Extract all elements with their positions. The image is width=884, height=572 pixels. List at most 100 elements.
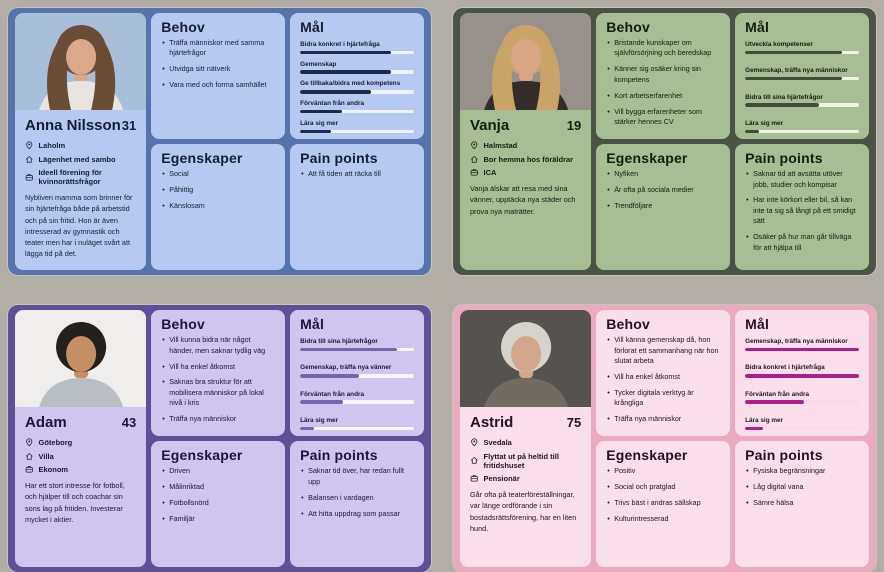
bullet-item: Vill ha enkel åtkomst: [606, 372, 720, 383]
goal-row: Gemenskap, träffa nya vänner: [300, 364, 414, 378]
goal-bar-track: [300, 129, 414, 134]
persona-bio: Har ett stort intresse för fotboll, och …: [25, 481, 125, 525]
goal-row: Bidra konkret i hjärtefråga: [745, 364, 859, 378]
section-title-traits: Egenskaper: [161, 447, 243, 464]
profile-panel: Astrid 75 Svedala Flyttat ut på heltid t…: [460, 310, 592, 568]
section-title-pain: Pain points: [300, 447, 378, 464]
persona-board[interactable]: Anna Nilsson 31 Laholm Lägenhet med samb…: [8, 8, 431, 276]
profile-panel: Vanja 19 Halmstad Bor hemma hos föräldra…: [460, 13, 592, 271]
bullet-item: Träffa människor med samma hjärtefrågor: [161, 38, 275, 59]
goal-bar-fill: [300, 129, 331, 134]
persona-age: 31: [121, 118, 137, 133]
goal-bar-track: [745, 76, 859, 81]
bullet-item: Vill känna gemenskap då, hon förlorat et…: [606, 335, 720, 366]
fact-home: Lägenhet med sambo: [25, 155, 136, 164]
pain-panel: Pain points Att få tiden att räcka till: [290, 144, 424, 271]
goal-label: Gemenskap: [300, 60, 337, 68]
section-title-traits: Egenskaper: [606, 447, 688, 464]
persona-bio: Går ofta på teaterföreställningar, var l…: [470, 490, 577, 534]
goal-bar-track: [745, 50, 859, 55]
bullet-item: Påhittig: [161, 185, 275, 196]
goal-row: Förväntan från andra: [745, 391, 859, 404]
needs-panel: Behov Vill känna gemenskap då, hon förlo…: [596, 310, 731, 437]
persona-name: Anna Nilsson: [25, 117, 121, 134]
bullet-item: Osäker på hur man går tillväga för att h…: [745, 232, 859, 253]
bullet-item: Kort arbetserfarenhet: [606, 91, 720, 102]
bullet-item: Känner sig osäker kring sin kompetens: [606, 64, 720, 85]
home-icon: [25, 155, 33, 163]
photo-placeholder-icon: [15, 13, 147, 110]
section-title-needs: Behov: [161, 316, 205, 333]
goal-row: Lära sig mer: [300, 417, 414, 431]
goals-bars: Utveckla kompetenser Gemenskap, träffa ny…: [745, 38, 859, 134]
persona-name: Vanja: [470, 117, 510, 134]
bullet-item: Att hitta uppdrag som passar: [300, 509, 414, 520]
bullet-item: Saknas bra struktur för att mobilisera m…: [161, 377, 275, 408]
persona-age: 43: [121, 415, 137, 431]
goal-bar-fill: [745, 374, 859, 378]
goal-label: Gemenskap, träffa nya människor: [745, 67, 848, 75]
traits-panel: Egenskaper Social Påhittig Känslosam: [151, 144, 286, 271]
goal-row: Förväntan från andra: [300, 100, 414, 114]
persona-board[interactable]: Astrid 75 Svedala Flyttat ut på heltid t…: [453, 305, 876, 572]
section-title-traits: Egenskaper: [606, 150, 688, 167]
needs-list: Träffa människor med samma hjärtefrågor U…: [161, 38, 275, 91]
traits-list: DrivenMålinriktadFotbollsnördFamiljär: [161, 466, 275, 525]
work-icon: [25, 173, 33, 181]
profile-info: Adam 43 Göteborg Villa Ekonom: [15, 407, 146, 531]
goal-bar-track: [300, 90, 414, 94]
bullet-item: Positiv: [606, 466, 720, 477]
persona-age: 75: [566, 415, 582, 431]
persona-photo: [460, 310, 592, 408]
profile-panel: Anna Nilsson 31 Laholm Lägenhet med samb…: [15, 13, 147, 271]
goals-bars: Bidra till sina hjärtefrågor Gemenskap, t…: [300, 335, 414, 431]
section-title-needs: Behov: [161, 19, 205, 35]
goal-bar-track: [300, 109, 414, 114]
profile-info: Astrid 75 Svedala Flyttat ut på heltid t…: [460, 407, 591, 540]
fact-home: Bor hemma hos föräldrar: [470, 155, 581, 164]
fact-text: Svedala: [483, 438, 512, 448]
section-title-goals: Mål: [300, 19, 325, 35]
section-title-pain: Pain points: [745, 447, 823, 464]
bullet-item: Trendföljare: [606, 201, 720, 212]
persona-board[interactable]: Adam 43 Göteborg Villa Ekonom: [8, 305, 431, 572]
personas-grid: Anna Nilsson 31 Laholm Lägenhet med samb…: [0, 0, 884, 484]
goals-bars: Gemenskap, träffa nya människor Bidra kon…: [745, 335, 859, 431]
fact-home: Villa: [25, 452, 136, 461]
goal-bar-fill: [300, 90, 371, 94]
fact-work: ICA: [470, 168, 581, 177]
photo-placeholder-icon: [460, 13, 592, 110]
goal-bar-track: [745, 129, 859, 134]
persona-facts: Svedala Flyttat ut på heltid till fritid…: [470, 438, 581, 483]
goal-label: Förväntan från andra: [300, 100, 365, 108]
goal-label: Bidra till sina hjärtefrågor: [300, 338, 378, 346]
fact-work: Ekonom: [25, 465, 136, 474]
section-title-goals: Mål: [300, 316, 325, 333]
persona-board[interactable]: Vanja 19 Halmstad Bor hemma hos föräldra…: [453, 8, 876, 276]
bullet-item: Träffa nya människor: [606, 414, 720, 425]
goal-label: Förväntan från andra: [745, 390, 810, 398]
photo-placeholder-icon: [15, 310, 147, 408]
home-icon: [470, 457, 478, 464]
goal-label: Lära sig mer: [745, 416, 784, 424]
goal-bar-fill: [300, 374, 360, 378]
work-icon: [470, 475, 478, 482]
section-title-pain: Pain points: [745, 150, 823, 167]
goal-bar-fill: [745, 347, 859, 352]
goal-row: Bidra till sina hjärtefrågor: [300, 338, 414, 352]
fact-text: Göteborg: [38, 438, 73, 448]
goal-bar-fill: [745, 103, 820, 107]
bullet-item: Träffa nya människor: [161, 414, 275, 425]
fact-work: Ideell förening för kvinnorättsfrågor: [25, 168, 136, 186]
persona-bio: Vanja älskar att resa med sina vänner, u…: [470, 184, 576, 216]
goal-label: Lära sig mer: [300, 119, 339, 127]
goal-bar-fill: [300, 400, 344, 404]
fact-location: Göteborg: [25, 438, 136, 447]
home-icon: [25, 452, 33, 460]
bullet-item: Fysiska begränsningar: [745, 466, 859, 477]
needs-panel: Behov Vill kunna bidra när något händer,…: [151, 310, 286, 437]
goal-bar-fill: [300, 50, 392, 55]
section-title-needs: Behov: [606, 19, 650, 35]
goal-bar-track: [745, 347, 859, 352]
bullet-item: Känslosam: [161, 201, 275, 212]
